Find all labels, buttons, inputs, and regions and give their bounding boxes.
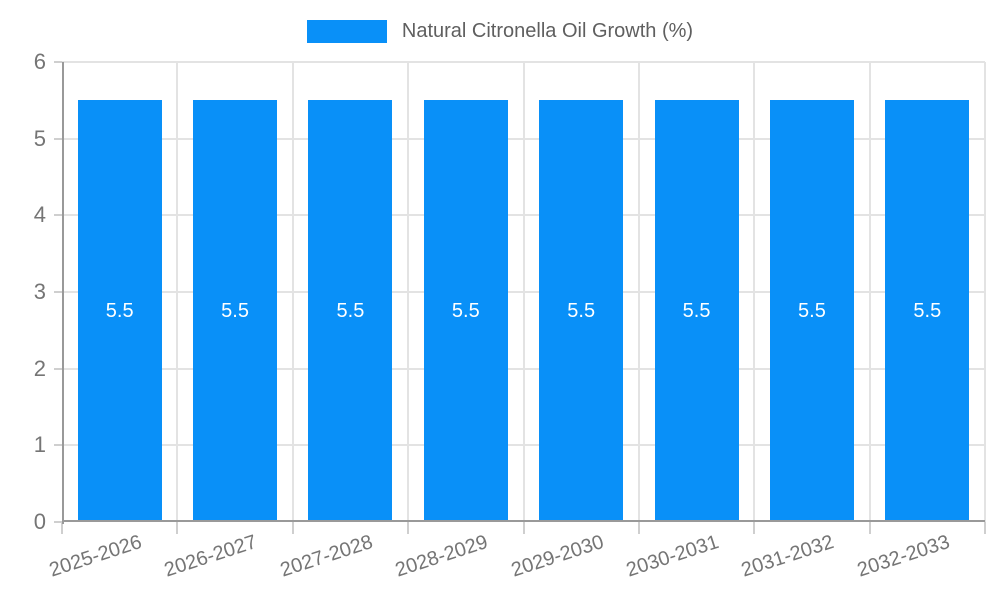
bar[interactable]: 5.5 — [769, 100, 854, 522]
x-tick-mark — [753, 522, 756, 534]
bar[interactable]: 5.5 — [885, 100, 970, 522]
y-axis-line — [62, 62, 64, 524]
y-tick-mark — [54, 291, 62, 293]
gridline — [868, 62, 871, 522]
bar-value-label: 5.5 — [221, 299, 249, 322]
gridline — [637, 62, 640, 522]
bar[interactable]: 5.5 — [423, 100, 508, 522]
y-tick-label: 2 — [33, 355, 46, 381]
bar-value-label: 5.5 — [105, 299, 134, 322]
x-tick-label: 2032-2033 — [854, 531, 953, 582]
x-tick-label: 2028-2029 — [392, 531, 491, 582]
legend-swatch — [306, 20, 387, 43]
y-tick-label: 1 — [33, 432, 46, 458]
bar[interactable]: 5.5 — [654, 100, 739, 522]
y-tick-mark — [54, 444, 62, 447]
bar-value-label: 5.5 — [336, 299, 365, 322]
x-tick-mark — [291, 522, 294, 534]
x-axis-labels: 2025-2026 2026-2027 2027-2028 2028-2029 2029… — [47, 531, 985, 600]
x-tick-mark — [868, 522, 871, 534]
y-tick-label: 6 — [33, 49, 46, 74]
gridline — [984, 62, 986, 522]
x-tick-mark — [407, 522, 410, 534]
x-tick-mark — [984, 522, 986, 534]
y-tick-mark — [54, 61, 62, 63]
y-tick-mark — [54, 214, 62, 217]
x-tick-label: 2025-2026 — [46, 531, 145, 582]
y-tick-label: 0 — [33, 509, 46, 534]
bar-value-label: 5.5 — [567, 299, 596, 322]
gridline — [407, 62, 410, 522]
y-tick-mark — [54, 137, 62, 140]
gridline — [176, 62, 179, 522]
y-tick-mark — [54, 367, 62, 370]
x-axis-line — [62, 520, 985, 522]
gridline — [753, 62, 756, 522]
bar-value-label: 5.5 — [682, 299, 711, 322]
bar[interactable]: 5.5 — [193, 100, 278, 522]
x-tick-mark — [522, 522, 525, 534]
x-tick-label: 2030-2031 — [623, 531, 722, 582]
x-tick-label: 2027-2028 — [277, 531, 376, 582]
x-tick-mark — [176, 522, 179, 534]
y-tick-label: 5 — [33, 125, 46, 151]
bar-value-label: 5.5 — [798, 299, 826, 322]
y-tick-label: 4 — [33, 202, 46, 228]
y-tick-mark — [54, 521, 62, 523]
bar-value-label: 5.5 — [451, 299, 480, 322]
x-tick-label: 2029-2030 — [508, 531, 606, 582]
plot-area: 0 1 2 3 4 5 6 5.5 5.5 5.5 5.5 5.5 5.5 5.5 5.5 — [34, 49, 986, 534]
gridline — [291, 62, 294, 522]
x-tick-mark — [637, 522, 640, 534]
bar[interactable]: 5.5 — [308, 100, 393, 522]
gridline — [522, 62, 525, 522]
bar[interactable]: 5.5 — [77, 100, 162, 522]
y-tick-label: 3 — [33, 279, 46, 304]
x-tick-mark — [61, 522, 63, 534]
x-tick-label: 2031-2032 — [738, 531, 837, 582]
bar-value-label: 5.5 — [913, 299, 942, 322]
bar[interactable]: 5.5 — [539, 100, 624, 522]
chart-legend[interactable]: Natural Citronella Oil Growth (%) — [0, 20, 1000, 43]
x-tick-label: 2026-2027 — [162, 531, 260, 582]
legend-label: Natural Citronella Oil Growth (%) — [401, 20, 694, 42]
